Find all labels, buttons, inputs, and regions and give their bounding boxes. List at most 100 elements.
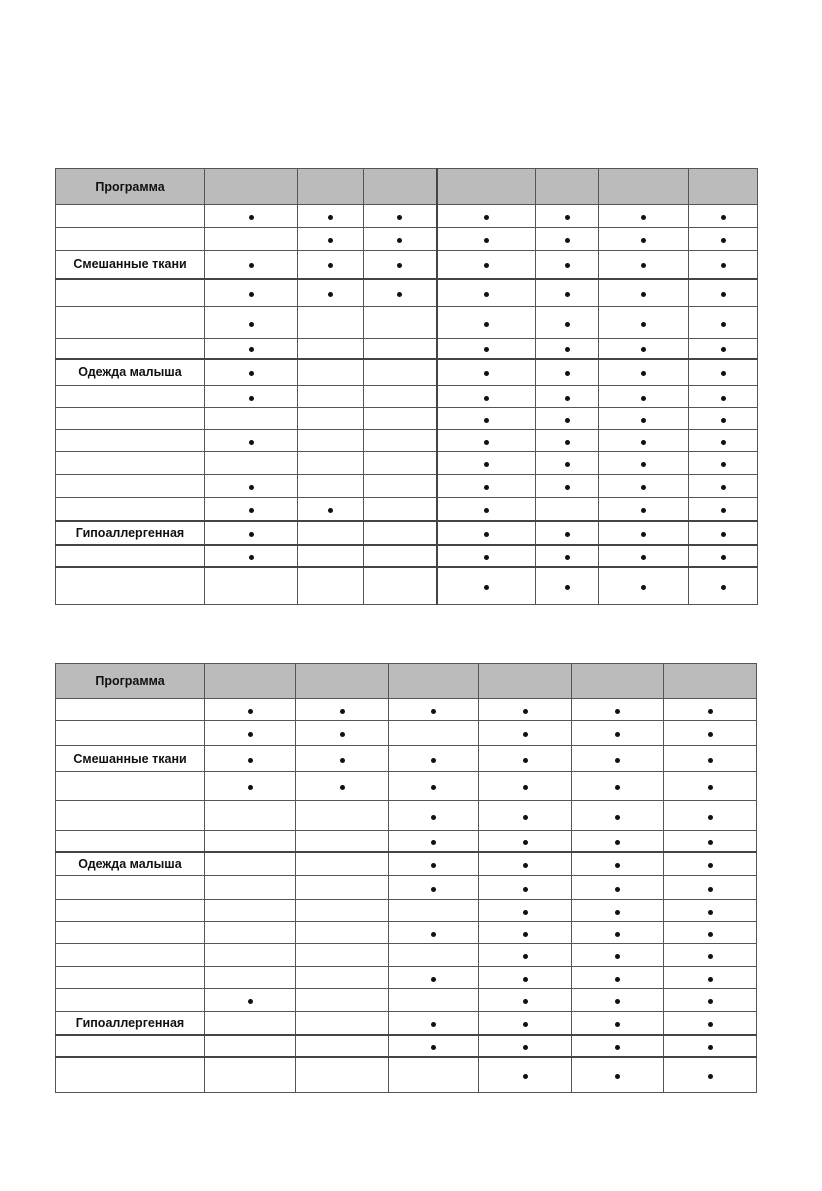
mark-cell — [388, 988, 479, 1012]
bullet-dot-icon — [564, 321, 570, 327]
mark-cell — [598, 451, 689, 475]
mark-cell — [295, 1011, 389, 1035]
program-label — [55, 1033, 205, 1057]
bullet-dot-icon — [248, 507, 254, 513]
program-label — [55, 204, 205, 228]
mark-cell — [295, 988, 389, 1012]
mark-cell — [204, 966, 296, 989]
bullet-dot-icon — [564, 263, 570, 269]
bullet-dot-icon — [615, 732, 620, 737]
mark-cell — [663, 1033, 757, 1057]
mark-cell — [571, 720, 664, 746]
mark-cell — [363, 338, 437, 359]
mark-cell — [478, 1033, 572, 1057]
mark-cell — [435, 204, 536, 228]
mark-cell — [297, 474, 364, 498]
mark-cell — [535, 519, 599, 545]
mark-cell — [204, 277, 298, 307]
mark-cell — [535, 451, 599, 475]
mark-cell — [688, 306, 758, 339]
mark-cell — [204, 1055, 296, 1093]
table-row — [55, 565, 758, 605]
mark-cell — [571, 1033, 664, 1057]
bullet-dot-icon — [522, 732, 528, 737]
bullet-dot-icon — [397, 263, 403, 269]
bullet-dot-icon — [431, 1044, 436, 1050]
mark-cell — [688, 385, 758, 408]
mark-cell — [598, 429, 689, 452]
mark-cell — [297, 306, 364, 339]
mark-cell — [535, 543, 599, 567]
bullet-dot-icon — [615, 999, 620, 1004]
bullet-dot-icon — [483, 439, 489, 445]
mark-cell — [204, 943, 296, 967]
bullet-dot-icon — [641, 371, 646, 377]
bullet-dot-icon — [328, 238, 333, 243]
mark-cell — [571, 943, 664, 967]
mark-cell — [663, 850, 757, 876]
mark-cell — [535, 429, 599, 452]
mark-cell — [598, 474, 689, 498]
mark-cell — [598, 519, 689, 545]
table-row — [55, 800, 757, 831]
bullet-dot-icon — [707, 886, 713, 892]
mark-cell — [688, 451, 758, 475]
mark-cell — [598, 385, 689, 408]
bullet-dot-icon — [483, 395, 489, 401]
mark-cell — [535, 227, 599, 251]
bullet-dot-icon — [431, 814, 436, 820]
mark-cell — [598, 204, 689, 228]
bullet-dot-icon — [328, 215, 333, 220]
table-row — [55, 988, 757, 1012]
mark-cell — [204, 385, 298, 408]
mark-cell — [535, 338, 599, 359]
bullet-dot-icon — [641, 462, 646, 467]
mark-cell — [388, 850, 479, 876]
mark-cell — [295, 899, 389, 922]
bullet-dot-icon — [720, 291, 726, 297]
mark-cell — [663, 745, 757, 772]
mark-cell — [435, 385, 536, 408]
bullet-dot-icon — [328, 263, 333, 269]
mark-cell — [363, 565, 437, 605]
mark-cell — [571, 988, 664, 1012]
bullet-dot-icon — [641, 531, 646, 537]
table-row — [55, 966, 757, 989]
bullet-dot-icon — [522, 909, 528, 915]
program-label — [55, 407, 205, 430]
bullet-dot-icon — [522, 839, 528, 845]
mark-cell — [204, 745, 296, 772]
mark-cell — [535, 497, 599, 521]
mark-cell — [598, 407, 689, 430]
program-label — [55, 543, 205, 567]
mark-cell — [363, 407, 437, 430]
mark-cell — [388, 771, 479, 801]
mark-cell — [363, 474, 437, 498]
header-program: Программа — [55, 168, 205, 205]
bullet-dot-icon — [564, 291, 570, 297]
header-cell — [297, 168, 364, 205]
bullet-dot-icon — [564, 395, 570, 401]
mark-cell — [663, 830, 757, 852]
mark-cell — [571, 1055, 664, 1093]
mark-cell — [688, 474, 758, 498]
bullet-dot-icon — [522, 954, 528, 959]
program-table-1: Программа Смешанные ткани Одежда малыша Гип… — [55, 168, 758, 605]
mark-cell — [598, 250, 689, 279]
bullet-dot-icon — [707, 732, 713, 737]
mark-cell — [688, 519, 758, 545]
mark-cell — [204, 771, 296, 801]
mark-cell — [435, 451, 536, 475]
mark-cell — [598, 543, 689, 567]
mark-cell — [535, 204, 599, 228]
bullet-dot-icon — [339, 757, 345, 763]
bullet-dot-icon — [522, 1021, 528, 1027]
bullet-dot-icon — [615, 909, 620, 915]
bullet-dot-icon — [720, 507, 726, 513]
table-row — [55, 1033, 757, 1057]
bullet-dot-icon — [248, 321, 254, 327]
table-row — [55, 407, 758, 430]
bullet-dot-icon — [707, 1021, 713, 1027]
program-label — [55, 943, 205, 967]
bullet-dot-icon — [641, 507, 646, 513]
